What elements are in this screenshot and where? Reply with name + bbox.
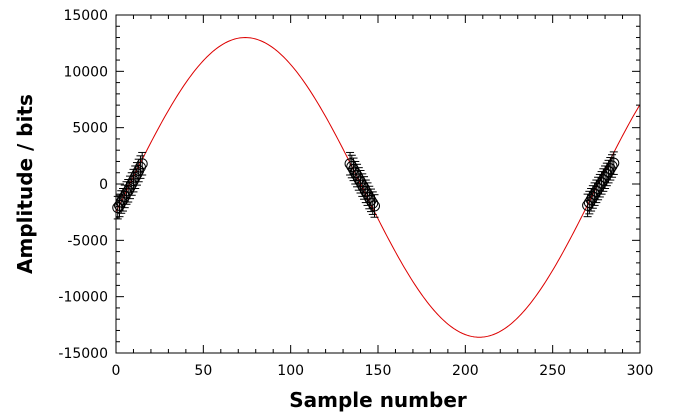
x-tick-label: 300 xyxy=(627,363,654,379)
fit-curve-layer xyxy=(115,37,641,338)
x-tick-label: 250 xyxy=(539,363,566,379)
axis-ticks xyxy=(115,14,641,354)
y-tick-label: 15000 xyxy=(63,8,108,24)
data-points-layer xyxy=(112,151,620,220)
plot-frame xyxy=(115,14,641,354)
point-marker xyxy=(369,200,381,212)
data-point xyxy=(369,194,381,218)
x-tick-labels: 0 50 100 150 200 250 300 xyxy=(112,363,654,379)
x-tick-label: 200 xyxy=(452,363,479,379)
x-tick-label: 100 xyxy=(277,363,304,379)
point-marker xyxy=(604,163,616,175)
y-tick-label: 10000 xyxy=(63,64,108,80)
x-tick-label: 150 xyxy=(365,363,392,379)
y-tick-label: 5000 xyxy=(72,121,108,137)
y-tick-label: 0 xyxy=(99,177,108,193)
y-tick-labels: -15000 -10000 -5000 0 5000 10000 15000 xyxy=(58,8,108,362)
y-tick-label: -5000 xyxy=(67,233,108,249)
point-marker xyxy=(608,157,620,169)
x-tick-label: 0 xyxy=(112,363,121,379)
x-tick-label: 50 xyxy=(194,363,212,379)
data-point xyxy=(604,157,616,181)
y-tick-label: -10000 xyxy=(58,290,108,306)
data-point xyxy=(136,151,148,176)
y-axis-label: Amplitude / bits xyxy=(13,94,37,274)
point-marker xyxy=(606,160,618,172)
point-marker xyxy=(367,197,379,209)
x-axis-label: Sample number xyxy=(289,388,467,412)
fit-curve-line xyxy=(115,37,641,338)
point-marker xyxy=(365,194,377,206)
y-tick-label: -15000 xyxy=(58,346,108,362)
point-marker xyxy=(136,158,148,170)
data-point xyxy=(608,151,620,175)
